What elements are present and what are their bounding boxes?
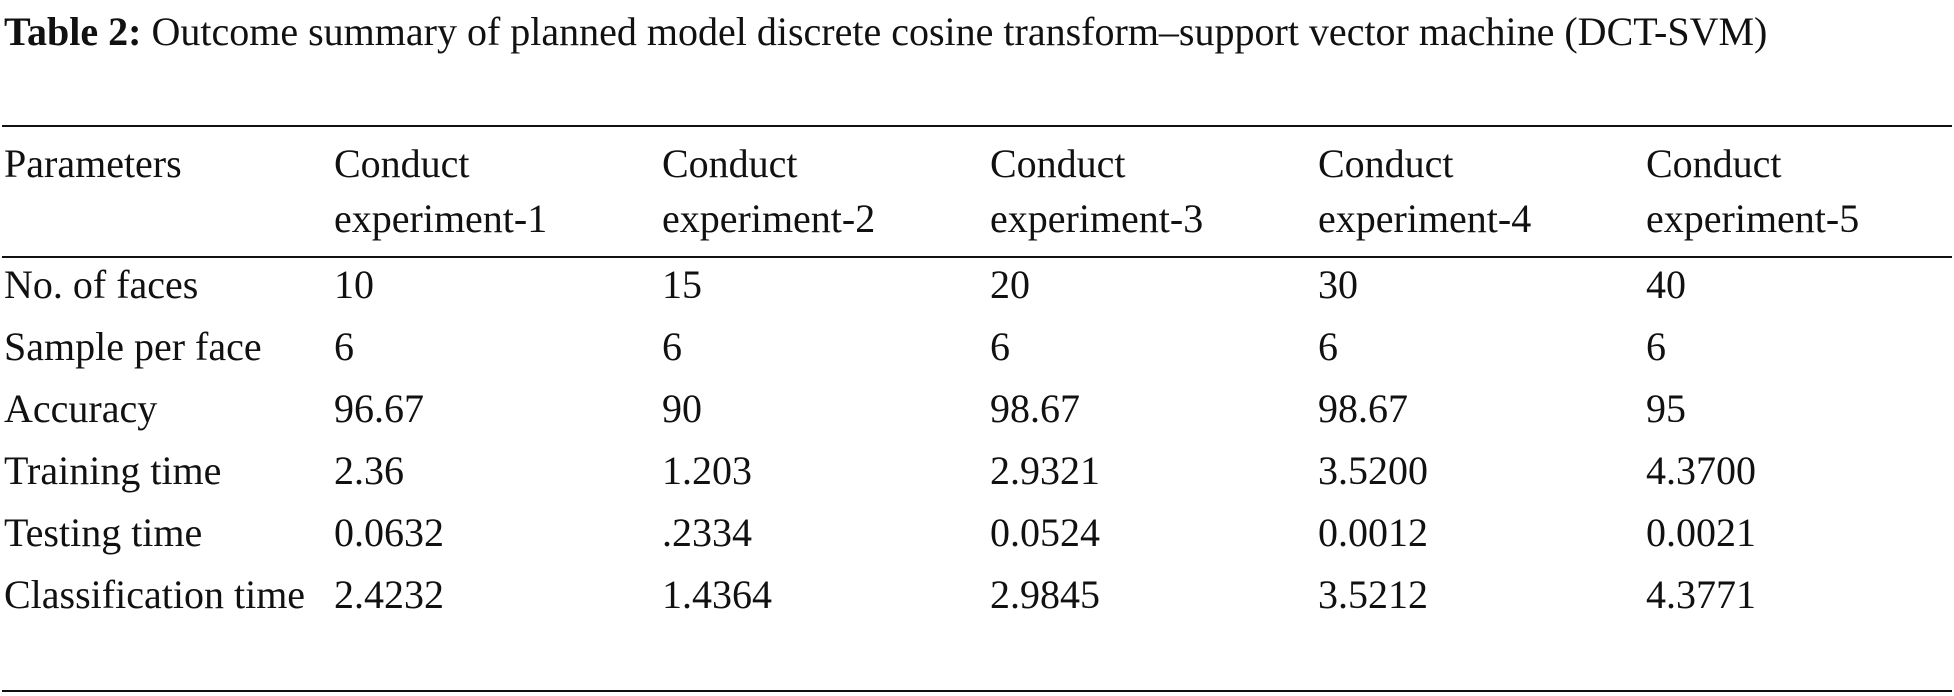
table-cell: 40 (1646, 262, 1686, 307)
table-row-testing-time: Testing time 0.0632 .2334 0.0524 0.0012 … (4, 506, 1950, 568)
table-cell: 90 (662, 386, 702, 431)
table-cell: 95 (1646, 386, 1686, 431)
table-cell: 4.3771 (1646, 572, 1756, 617)
table-header-row: Parameters Conduct experiment-1 Conduct … (4, 136, 1950, 256)
table-caption-label: Table 2: (4, 9, 142, 54)
table-cell: 30 (1318, 262, 1358, 307)
row-label: Classification time (4, 572, 306, 617)
table-cell: 3.5212 (1318, 572, 1428, 617)
row-label: Training time (4, 448, 222, 493)
table-cell: 0.0012 (1318, 510, 1428, 555)
table-cell: 0.0524 (990, 510, 1100, 555)
column-header-experiment-5: Conduct experiment-5 (1646, 141, 1860, 241)
table-row-classification-time: Classification time 2.4232 1.4364 2.9845… (4, 568, 1950, 678)
table-cell: 6 (990, 324, 1010, 369)
column-header-experiment-4: Conduct experiment-4 (1318, 141, 1532, 241)
table-cell: 2.4232 (334, 572, 444, 617)
table-row-training-time: Training time 2.36 1.203 2.9321 3.5200 4… (4, 444, 1950, 506)
table-cell: 98.67 (1318, 386, 1408, 431)
table-row-no-of-faces: No. of faces 10 15 20 30 40 (4, 256, 1950, 320)
table-row-sample-per-face: Sample per face 6 6 6 6 6 (4, 320, 1950, 382)
table-cell: 2.36 (334, 448, 404, 493)
table-caption-text: Outcome summary of planned model discret… (151, 9, 1768, 54)
table-cell: 0.0021 (1646, 510, 1756, 555)
table-cell: 3.5200 (1318, 448, 1428, 493)
table-bottom-rule (2, 690, 1952, 692)
column-header-experiment-2: Conduct experiment-2 (662, 141, 876, 241)
table-cell: 6 (1318, 324, 1338, 369)
table-cell: 6 (1646, 324, 1666, 369)
table-row-accuracy: Accuracy 96.67 90 98.67 98.67 95 (4, 382, 1950, 444)
table-cell: 0.0632 (334, 510, 444, 555)
results-table: Parameters Conduct experiment-1 Conduct … (4, 136, 1950, 678)
table-cell: 98.67 (990, 386, 1080, 431)
row-label: Accuracy (4, 386, 158, 431)
table-cell: 6 (662, 324, 682, 369)
row-label: No. of faces (4, 262, 199, 307)
table-cell: 2.9845 (990, 572, 1100, 617)
table-cell: .2334 (662, 510, 752, 555)
column-header-parameters: Parameters (4, 141, 182, 186)
table-header-rule (2, 256, 1952, 258)
table-caption: Table 2: Outcome summary of planned mode… (4, 6, 1950, 58)
table-cell: 96.67 (334, 386, 424, 431)
table-cell: 4.3700 (1646, 448, 1756, 493)
table-cell: 15 (662, 262, 702, 307)
column-header-experiment-3: Conduct experiment-3 (990, 141, 1204, 241)
table-cell: 6 (334, 324, 354, 369)
table-cell: 20 (990, 262, 1030, 307)
table-cell: 10 (334, 262, 374, 307)
table-cell: 1.4364 (662, 572, 772, 617)
table-top-rule (2, 125, 1952, 127)
row-label: Sample per face (4, 324, 262, 369)
column-header-experiment-1: Conduct experiment-1 (334, 141, 548, 241)
table-cell: 2.9321 (990, 448, 1100, 493)
table-cell: 1.203 (662, 448, 752, 493)
row-label: Testing time (4, 510, 203, 555)
